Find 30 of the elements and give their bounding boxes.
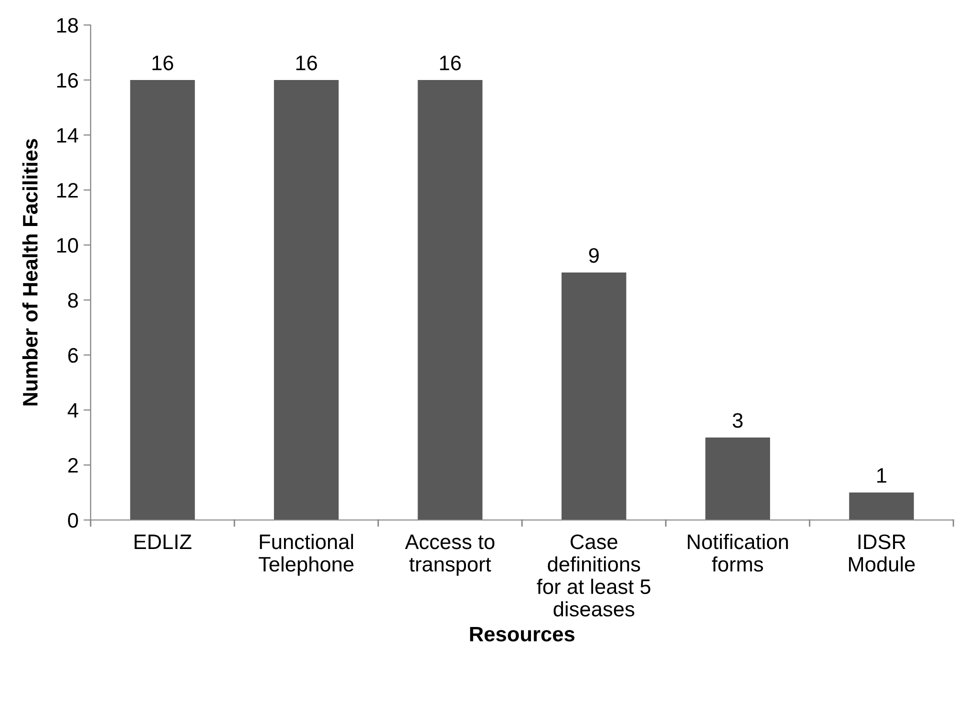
bar — [274, 80, 339, 520]
data-label: 16 — [440, 56, 461, 70]
y-tick-label: 4 — [68, 403, 78, 418]
data-label: 9 — [589, 248, 599, 263]
x-tick-label: Access to transport — [404, 534, 494, 576]
x-tick-label: IDSR Module — [849, 534, 915, 572]
x-tick-label: Functional Telephone — [258, 534, 354, 576]
bar — [130, 80, 195, 520]
x-tick-label: Notification forms — [688, 534, 788, 572]
bar — [562, 272, 626, 520]
y-axis-title: Number of Health Facilities — [22, 139, 38, 406]
data-label: 3 — [732, 413, 743, 428]
y-tick-label: 2 — [68, 458, 78, 473]
y-tick-label: 8 — [68, 293, 78, 308]
x-axis-title: Resources — [470, 626, 574, 642]
bar — [705, 438, 770, 520]
y-tick-label: 0 — [68, 513, 78, 528]
y-tick-label: 14 — [57, 128, 78, 143]
bar — [849, 492, 914, 520]
y-tick-label: 16 — [57, 73, 78, 88]
y-tick-label: 10 — [57, 238, 78, 253]
x-tick-label: Case definitions for at least 5 diseases — [536, 534, 650, 617]
data-label: 16 — [152, 56, 174, 70]
y-tick-label: 18 — [57, 18, 78, 33]
y-tick-label: 6 — [68, 348, 78, 363]
data-label: 1 — [877, 468, 886, 483]
y-tick-label: 12 — [57, 183, 78, 198]
data-label: 16 — [296, 56, 317, 70]
bar — [418, 80, 482, 520]
x-tick-label: EDLIZ — [134, 534, 192, 549]
